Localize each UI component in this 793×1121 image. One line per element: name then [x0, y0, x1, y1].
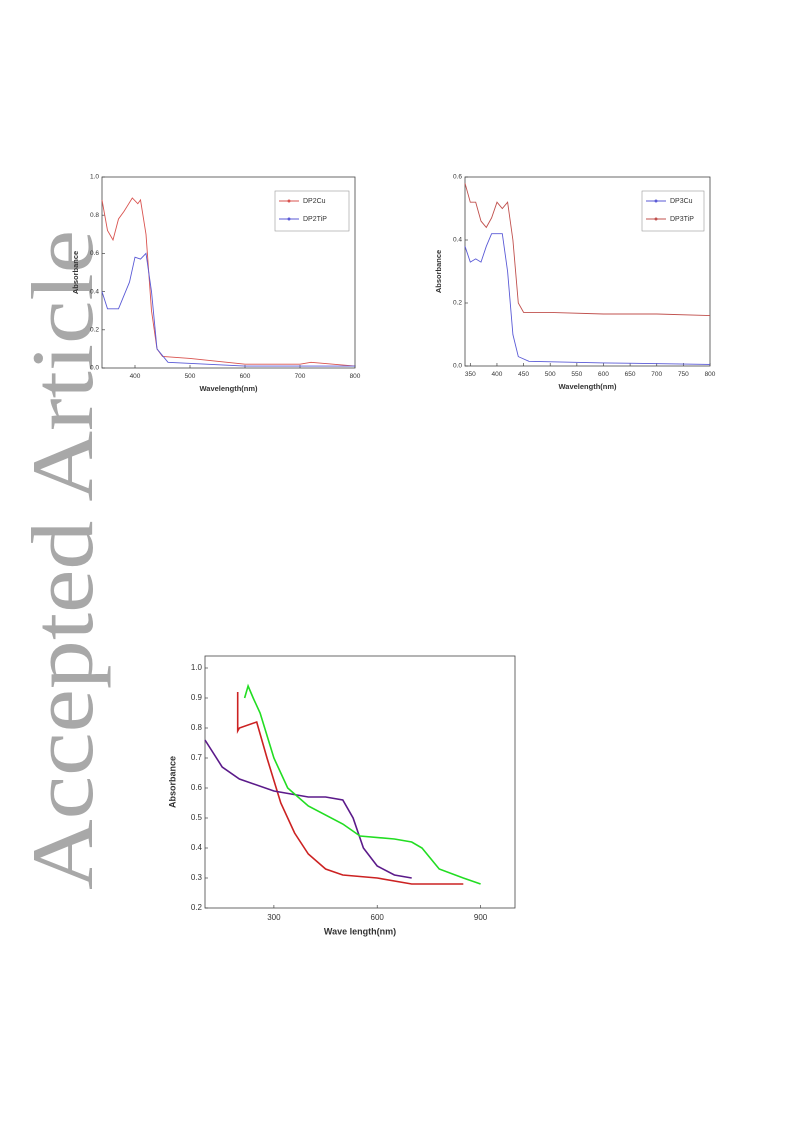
- x-tick-label: 700: [295, 373, 306, 380]
- y-tick-label: 1.0: [90, 174, 99, 181]
- series-line: [243, 683, 481, 885]
- series-line: [101, 252, 355, 367]
- y-tick-label: 0.0: [453, 363, 462, 370]
- legend-label: DP2TiP: [303, 216, 327, 223]
- y-axis-label: Absorbance: [434, 250, 443, 293]
- x-tick-label: 900: [474, 913, 488, 922]
- y-tick-label: 0.2: [453, 300, 462, 307]
- x-tick-label: 750: [678, 371, 689, 378]
- y-tick-label: 0.4: [453, 237, 462, 244]
- y-tick-label: 0.4: [90, 288, 99, 295]
- x-tick-label: 450: [518, 371, 529, 378]
- x-tick-label: 300: [267, 913, 281, 922]
- y-tick-label: 0.6: [191, 783, 203, 792]
- x-tick-label: 650: [625, 371, 636, 378]
- y-tick-label: 0.9: [191, 693, 203, 702]
- x-tick-label: 600: [240, 373, 251, 380]
- legend-box: [274, 190, 350, 232]
- series-line: [101, 197, 356, 367]
- legend-label: DP2Cu: [303, 198, 326, 205]
- x-tick-label: 350: [465, 371, 476, 378]
- series-line: [464, 233, 711, 365]
- watermark: Accepted Article: [15, 230, 112, 890]
- x-axis-label: Wavelength(nm): [558, 382, 617, 391]
- y-tick-label: 0.0: [90, 365, 99, 372]
- y-tick-label: 0.2: [90, 327, 99, 334]
- series-line: [236, 692, 464, 885]
- y-tick-label: 0.8: [90, 212, 99, 219]
- y-tick-label: 0.6: [453, 174, 462, 181]
- legend-label: DP3TiP: [670, 216, 694, 223]
- legend-marker: [287, 199, 291, 203]
- y-axis-label: Absorbance: [167, 756, 177, 808]
- legend-marker: [287, 217, 291, 221]
- series-line: [464, 183, 711, 317]
- x-tick-label: 400: [130, 373, 141, 380]
- x-tick-label: 550: [571, 371, 582, 378]
- x-tick-label: 600: [371, 913, 385, 922]
- y-tick-label: 0.8: [191, 723, 203, 732]
- x-axis-label: Wave length(nm): [324, 926, 396, 936]
- y-axis-label: Absorbance: [71, 251, 80, 294]
- x-tick-label: 500: [185, 373, 196, 380]
- y-tick-label: 0.6: [90, 250, 99, 257]
- y-tick-label: 0.7: [191, 753, 203, 762]
- x-tick-label: 800: [705, 371, 716, 378]
- y-tick-label: 0.2: [191, 903, 203, 912]
- chart: 350 400 450 500 550 600 650 700 750 800 0.0 0.2 0.4 0…: [434, 174, 716, 391]
- chart: 400 500 600 700 800 0.0 0.2 0.4 0.6 0.8 1.0 Wavelen…: [71, 174, 361, 393]
- x-tick-label: 500: [545, 371, 556, 378]
- plot-frame: [204, 655, 516, 909]
- y-tick-label: 0.4: [191, 843, 203, 852]
- chart: 300 600 900 0.2 0.3 0.4 0.5 0.6 0.7 0.8 0.9 1.0 Wave…: [167, 655, 516, 936]
- plot-frame: [464, 176, 711, 367]
- legend-marker: [654, 217, 658, 221]
- legend-marker: [654, 199, 658, 203]
- x-tick-label: 600: [598, 371, 609, 378]
- series-line: [204, 739, 412, 879]
- plot-frame: [101, 176, 356, 369]
- x-axis-label: Wavelength(nm): [199, 384, 258, 393]
- legend-box: [641, 190, 705, 232]
- legend-label: DP3Cu: [670, 198, 693, 205]
- x-tick-label: 800: [350, 373, 361, 380]
- y-tick-label: 0.5: [191, 813, 203, 822]
- x-tick-label: 700: [651, 371, 662, 378]
- y-tick-label: 0.3: [191, 873, 203, 882]
- x-tick-label: 400: [492, 371, 503, 378]
- y-tick-label: 1.0: [191, 663, 203, 672]
